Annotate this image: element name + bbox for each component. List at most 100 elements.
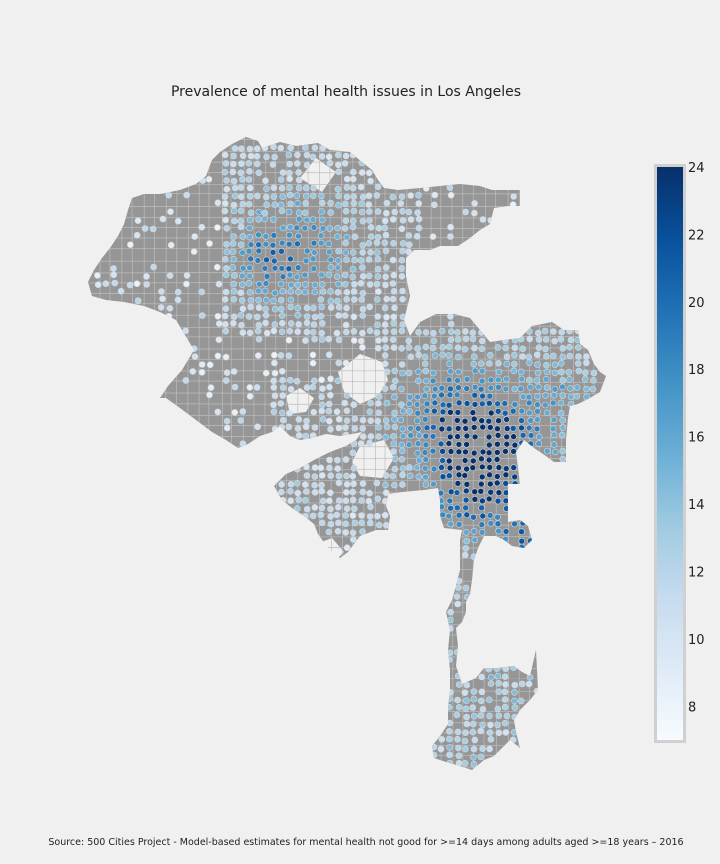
tract-marker (487, 680, 495, 688)
tract-marker (559, 392, 567, 399)
tract-marker (439, 408, 447, 416)
tract-marker (502, 681, 509, 688)
city-boundary (88, 137, 606, 770)
tract-marker (239, 329, 247, 336)
tract-marker (469, 728, 477, 736)
colorbar-tick-label: 18 (688, 363, 705, 378)
tract-marker (421, 360, 429, 368)
tract-marker (470, 415, 478, 423)
tract-marker (382, 344, 390, 352)
tract-marker (486, 424, 494, 431)
tract-marker (495, 489, 503, 496)
tract-marker (407, 432, 415, 439)
tract-marker (431, 191, 439, 199)
tract-marker (405, 241, 413, 248)
tract-marker (231, 383, 239, 391)
tract-marker (454, 329, 461, 336)
tract-marker (246, 145, 254, 153)
tract-marker (511, 689, 518, 696)
colorbar-tick-label: 20 (688, 296, 705, 311)
tract-marker (455, 353, 462, 361)
tract-marker (359, 312, 367, 319)
tract-marker (430, 743, 438, 751)
tract-marker (494, 344, 502, 351)
tract-marker (407, 216, 415, 223)
tract-marker (270, 143, 277, 151)
tract-marker (310, 377, 318, 385)
tract-marker (247, 241, 255, 248)
tract-marker (342, 456, 350, 463)
tract-marker (405, 232, 413, 239)
tract-marker (199, 177, 206, 184)
tract-marker (415, 432, 423, 439)
tract-marker (406, 408, 414, 415)
tract-marker (311, 249, 318, 256)
tract-marker (399, 313, 407, 321)
tract-marker (494, 407, 502, 415)
tract-marker (390, 319, 398, 327)
tract-marker (495, 417, 502, 425)
tract-marker (558, 368, 565, 376)
tract-marker (311, 473, 319, 480)
tract-marker (455, 577, 463, 585)
tract-marker (279, 496, 287, 504)
tract-marker (398, 344, 405, 352)
tract-marker (222, 255, 229, 263)
tract-marker (542, 345, 549, 353)
tract-marker (503, 375, 510, 383)
tract-marker (295, 496, 302, 503)
tract-marker (477, 727, 485, 735)
tract-marker (286, 184, 293, 191)
tract-marker (214, 224, 221, 231)
tract-marker (485, 417, 493, 425)
tract-marker (373, 329, 381, 336)
tract-marker (366, 519, 374, 527)
tract-marker (335, 168, 343, 176)
tract-marker (462, 705, 470, 713)
tract-marker (295, 288, 302, 296)
tract-marker (366, 489, 373, 497)
tract-marker (301, 209, 309, 217)
tract-marker (149, 225, 157, 233)
colorbar-tick-label: 10 (688, 633, 705, 648)
tract-marker (479, 423, 487, 431)
tract-marker (382, 281, 389, 289)
tract-marker (342, 359, 350, 367)
tract-marker (439, 351, 446, 359)
tract-marker (295, 209, 303, 217)
tract-marker (287, 200, 294, 208)
tract-marker (479, 721, 486, 729)
tract-marker (383, 295, 391, 303)
tract-marker (326, 489, 334, 497)
tract-marker (390, 271, 398, 279)
tract-marker (318, 519, 326, 527)
tract-marker (334, 503, 342, 511)
tract-marker (270, 297, 277, 305)
tract-marker (246, 224, 253, 232)
tract-marker (391, 465, 399, 473)
tract-marker (455, 744, 462, 752)
tract-marker (510, 464, 518, 471)
tract-marker (486, 480, 494, 488)
tract-marker (278, 184, 286, 192)
tract-marker (214, 352, 222, 360)
tract-marker (382, 264, 390, 271)
tract-marker (551, 385, 559, 393)
tract-marker (303, 247, 311, 255)
tract-marker (389, 280, 397, 287)
tract-marker (277, 400, 285, 407)
tract-marker (439, 447, 446, 455)
tract-marker (557, 409, 565, 417)
tract-marker (246, 392, 254, 400)
tract-marker (478, 463, 486, 471)
tract-marker (335, 312, 342, 319)
tract-marker (469, 409, 477, 416)
tract-marker (479, 512, 487, 520)
tract-marker (294, 304, 302, 312)
tract-marker (342, 152, 350, 160)
tract-marker (478, 329, 485, 336)
tract-marker (277, 305, 285, 313)
tract-marker (303, 319, 311, 327)
tract-marker (422, 329, 430, 336)
tract-marker (231, 145, 239, 152)
